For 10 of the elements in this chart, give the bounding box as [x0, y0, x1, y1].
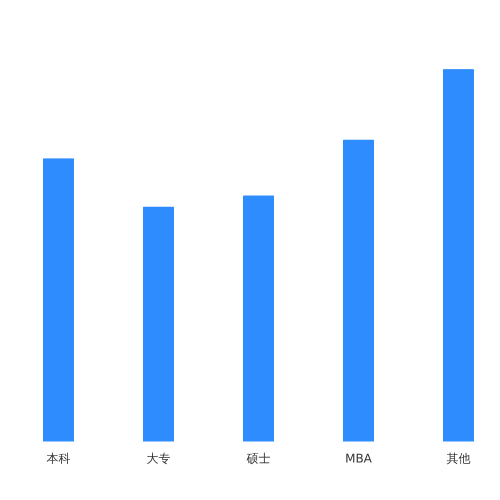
bar [343, 140, 374, 442]
bar [443, 69, 474, 442]
x-tick-label: 本科 [46, 452, 70, 466]
bar [243, 196, 274, 442]
bar [143, 206, 174, 442]
x-tick-label: 大专 [146, 452, 170, 466]
x-tick-label: MBA [345, 452, 373, 466]
x-tick-label: 硕士 [246, 452, 270, 466]
x-tick-label: 其他 [446, 452, 470, 466]
bar [43, 158, 74, 442]
